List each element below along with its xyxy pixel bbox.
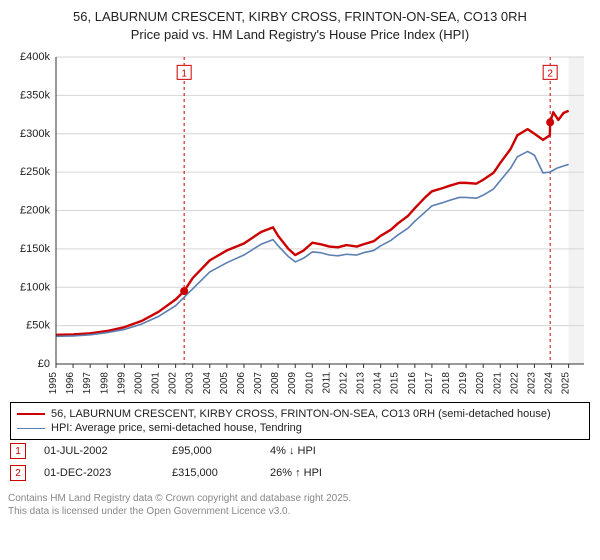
svg-text:2007: 2007 (253, 372, 264, 394)
svg-text:2008: 2008 (270, 372, 281, 394)
svg-text:2016: 2016 (407, 372, 418, 394)
svg-text:2006: 2006 (236, 372, 247, 394)
title-line-1: 56, LABURNUM CRESCENT, KIRBY CROSS, FRIN… (8, 8, 592, 26)
svg-text:£250k: £250k (20, 166, 50, 178)
legend-swatch (17, 428, 45, 429)
svg-text:2019: 2019 (458, 372, 469, 394)
transaction-date: 01-JUL-2002 (44, 445, 154, 457)
svg-text:1996: 1996 (65, 372, 76, 394)
svg-text:2003: 2003 (185, 372, 196, 394)
svg-text:1995: 1995 (48, 372, 59, 394)
chart-svg: £0 £50k £100k £150k £200k £250k £300k £350k £400… (8, 49, 592, 394)
svg-text:2025: 2025 (561, 372, 572, 394)
svg-text:2009: 2009 (287, 372, 298, 394)
transaction-list: 1 01-JUL-2002 £95,000 4% ↓ HPI 2 01-DEC-2023 £… (8, 440, 592, 484)
svg-text:£0: £0 (38, 358, 50, 370)
svg-text:2014: 2014 (373, 372, 384, 394)
svg-text:2021: 2021 (492, 372, 503, 394)
transaction-date: 01-DEC-2023 (44, 467, 154, 479)
svg-text:2012: 2012 (338, 372, 349, 394)
transaction-pct: 4% ↓ HPI (270, 445, 360, 457)
svg-text:2: 2 (547, 68, 553, 79)
svg-text:2011: 2011 (321, 372, 332, 394)
svg-text:£50k: £50k (26, 320, 50, 332)
footnote-line-1: Contains HM Land Registry data © Crown c… (8, 492, 592, 505)
svg-text:2020: 2020 (475, 372, 486, 394)
svg-text:£400k: £400k (20, 51, 50, 63)
transaction-marker: 1 (10, 443, 26, 459)
svg-text:1998: 1998 (99, 372, 110, 394)
svg-text:£350k: £350k (20, 89, 50, 101)
transaction-price: £95,000 (172, 445, 252, 457)
legend-label: 56, LABURNUM CRESCENT, KIRBY CROSS, FRIN… (51, 408, 551, 420)
svg-text:2023: 2023 (526, 372, 537, 394)
svg-text:£200k: £200k (20, 205, 50, 217)
svg-text:2017: 2017 (424, 372, 435, 394)
svg-text:2022: 2022 (509, 372, 520, 394)
footnote-line-2: This data is licensed under the Open Gov… (8, 505, 592, 518)
svg-text:1997: 1997 (82, 372, 93, 394)
svg-text:2013: 2013 (356, 372, 367, 394)
svg-text:2010: 2010 (304, 372, 315, 394)
svg-text:2002: 2002 (168, 372, 179, 394)
svg-text:2005: 2005 (219, 372, 230, 394)
svg-text:£100k: £100k (20, 281, 50, 293)
svg-text:1: 1 (181, 68, 187, 79)
svg-text:1999: 1999 (116, 372, 127, 394)
transaction-price: £315,000 (172, 467, 252, 479)
legend-label: HPI: Average price, semi-detached house,… (51, 422, 302, 434)
transaction-marker: 2 (10, 465, 26, 481)
legend-swatch (17, 413, 45, 415)
svg-text:£150k: £150k (20, 243, 50, 255)
chart-title: 56, LABURNUM CRESCENT, KIRBY CROSS, FRIN… (8, 8, 592, 43)
legend-row: 56, LABURNUM CRESCENT, KIRBY CROSS, FRIN… (17, 407, 583, 421)
legend: 56, LABURNUM CRESCENT, KIRBY CROSS, FRIN… (10, 402, 590, 440)
svg-text:2000: 2000 (133, 372, 144, 394)
title-line-2: Price paid vs. HM Land Registry's House … (8, 26, 592, 44)
svg-text:£300k: £300k (20, 128, 50, 140)
svg-text:2004: 2004 (202, 372, 213, 394)
legend-row: HPI: Average price, semi-detached house,… (17, 421, 583, 435)
transaction-row: 2 01-DEC-2023 £315,000 26% ↑ HPI (8, 462, 592, 484)
line-chart: £0 £50k £100k £150k £200k £250k £300k £350k £400… (8, 49, 592, 394)
transaction-pct: 26% ↑ HPI (270, 467, 360, 479)
svg-text:2001: 2001 (151, 372, 162, 394)
transaction-row: 1 01-JUL-2002 £95,000 4% ↓ HPI (8, 440, 592, 462)
svg-text:2024: 2024 (544, 372, 555, 394)
footnote: Contains HM Land Registry data © Crown c… (8, 492, 592, 518)
svg-text:2015: 2015 (390, 372, 401, 394)
svg-text:2018: 2018 (441, 372, 452, 394)
